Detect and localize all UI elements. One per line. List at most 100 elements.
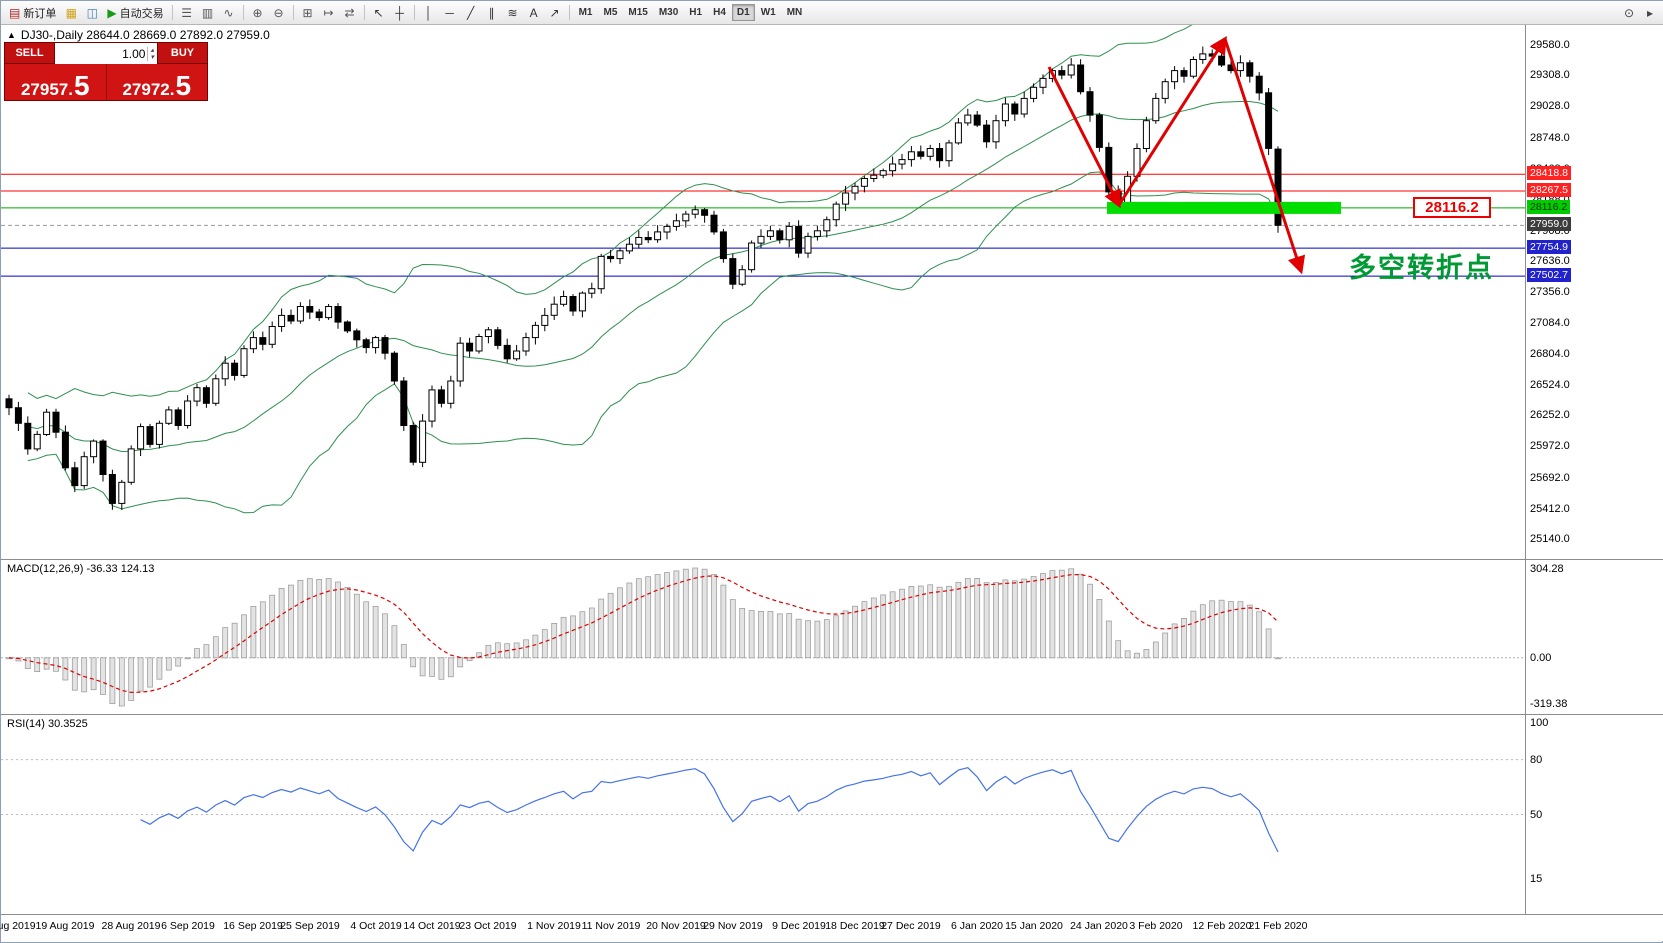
one-click-trading-panel: SELL 1.00 ▴ ▾ BUY 27957. 5 27972. 5 [4, 42, 208, 101]
volume-up-icon[interactable]: ▴ [150, 46, 154, 54]
zoom-out-icon-icon: ⊖ [273, 5, 284, 20]
trend-arrow-segment-2 [1117, 35, 1227, 206]
sell-price[interactable]: 27957. 5 [5, 64, 107, 100]
rsi-panel[interactable] [1, 715, 1663, 914]
horizontal-line-icon-icon: ─ [445, 5, 454, 20]
turning-point-note: 多空转折点 [1349, 253, 1494, 283]
date-label: 24 Jan 2020 [1070, 920, 1128, 932]
horizontal-line-icon-button[interactable]: ─ [440, 3, 460, 23]
arrows-icon-button[interactable]: ↗ [545, 3, 565, 23]
bar-chart-icon-icon: ☰ [181, 5, 192, 20]
macd-axis-label: 304.28 [1530, 563, 1564, 575]
profile-icon-button[interactable]: ◫ [82, 3, 102, 23]
trend-arrow-segment-3 [1223, 38, 1306, 275]
rsi-canvas[interactable] [1, 715, 1663, 914]
date-label: 20 Nov 2019 [646, 920, 706, 932]
toolbar: ▤ 新订单 ▦ ◫ ▶ 自动交易 ☰ ▥ ∿ ⊕ ⊖ ⊞ ↦ ⇄ ↖ ┼ │ ─ ╱ ∥ ≋ A ↗ M1 M5 M15 M30 H1… [1, 1, 1663, 25]
date-label: 19 Aug 2019 [35, 920, 95, 932]
timeframe-button-w1[interactable]: W1 [760, 7, 776, 18]
fibonacci-icon-icon: ≋ [507, 5, 518, 20]
macd-signal-line [8, 573, 1279, 694]
text-icon-button[interactable]: A [524, 3, 544, 23]
line-chart-icon-button[interactable]: ∿ [219, 3, 239, 23]
date-label: 12 Feb 2020 [1192, 920, 1252, 932]
timeframe-button-m1[interactable]: M1 [578, 7, 593, 18]
rsi-axis-label: 100 [1530, 717, 1549, 729]
timeframe-button-m5[interactable]: M5 [603, 7, 618, 18]
auto-trading-button-label: 自动交易 [119, 7, 164, 20]
fibonacci-icon-button[interactable]: ≋ [503, 3, 523, 23]
buy-price[interactable]: 27972. 5 [107, 64, 208, 100]
date-label: 18 Dec 2019 [825, 920, 885, 932]
crosshair-icon-button[interactable]: ┼ [390, 3, 410, 23]
timeframe-button-h1[interactable]: H1 [689, 7, 703, 18]
date-label: 23 Oct 2019 [459, 920, 517, 932]
chart-list-icon-button[interactable]: ▦ [61, 3, 81, 23]
date-label: 6 Sep 2019 [161, 920, 215, 932]
timeframe-button-d1[interactable]: D1 [731, 4, 755, 21]
cursor-icon-button[interactable]: ↖ [369, 3, 389, 23]
tile-windows-icon-icon: ⊞ [302, 5, 313, 20]
toolbar-items: ▤ 新订单 ▦ ◫ ▶ 自动交易 ☰ ▥ ∿ ⊕ ⊖ ⊞ ↦ ⇄ ↖ ┼ │ ─ ╱ ∥ ≋ A ↗ M1 M5 M15 M30 H1… [5, 3, 807, 23]
scroll-to-end-icon-button[interactable]: ▸ [1640, 3, 1660, 23]
panel-separator-2[interactable] [1, 714, 1663, 715]
date-label: 29 Nov 2019 [703, 920, 763, 932]
price-axis-label: 26252.0 [1530, 409, 1570, 421]
support-zone-highlight[interactable] [1107, 201, 1341, 214]
toolbar-separator [413, 5, 415, 20]
macd-histogram [6, 567, 1281, 707]
timeframe-button-mn[interactable]: MN [786, 7, 803, 18]
macd-canvas[interactable] [1, 560, 1663, 714]
timeframe-button-m15[interactable]: M15 [628, 7, 648, 18]
panel-separator-3 [1, 914, 1663, 915]
auto-trading-button[interactable]: ▶ 自动交易 [103, 3, 167, 23]
volume-value: 1.00 [122, 46, 146, 61]
date-label: 4 Oct 2019 [350, 920, 402, 932]
price-axis-label: 27636.0 [1530, 255, 1570, 267]
new-order-button[interactable]: ▤ 新订单 [5, 3, 60, 23]
trend-arrow[interactable] [1047, 35, 1306, 275]
new-order-button-label: 新订单 [23, 7, 57, 20]
channel-icon-icon: ∥ [488, 5, 495, 20]
bar-chart-icon-button[interactable]: ☰ [177, 3, 197, 23]
symbol-ohlc-text: DJ30-,Daily 28644.0 28669.0 27892.0 2795… [20, 28, 270, 42]
rsi-axis-label: 50 [1530, 809, 1543, 821]
price-chart-canvas[interactable] [1, 25, 1663, 559]
volume-input[interactable]: 1.00 ▴ ▾ [55, 43, 157, 64]
zoom-in-icon-button[interactable]: ⊕ [248, 3, 268, 23]
text-icon-icon: A [529, 5, 538, 20]
channel-icon-button[interactable]: ∥ [482, 3, 502, 23]
volume-down-icon[interactable]: ▾ [150, 53, 154, 61]
new-order-icon: ▤ [9, 5, 21, 20]
main-chart-panel[interactable] [1, 25, 1663, 559]
date-label: 9 Aug 2019 [0, 920, 36, 932]
timeframe-button-h4[interactable]: H4 [713, 7, 726, 18]
toolbar-separator [363, 5, 365, 20]
buy-button[interactable]: BUY [157, 43, 207, 64]
toolbar-separator [242, 5, 244, 20]
trend-arrow-segment-1 [1047, 66, 1121, 209]
chart-shift-icon-button[interactable]: ⇄ [340, 3, 360, 23]
bollinger-middle-line [27, 101, 1279, 453]
candlestick-icon-button[interactable]: ▥ [198, 3, 218, 23]
line-chart-icon-icon: ∿ [223, 5, 234, 20]
price-axis-label: 25140.0 [1530, 533, 1570, 545]
trendline-icon-button[interactable]: ╱ [461, 3, 481, 23]
macd-axis-label: -319.38 [1530, 698, 1568, 710]
macd-panel[interactable] [1, 560, 1663, 714]
search-icon-button[interactable]: ⊙ [1619, 3, 1639, 23]
price-axis-label: 29580.0 [1530, 39, 1570, 51]
date-label: 25 Sep 2019 [280, 920, 340, 932]
sell-button[interactable]: SELL [5, 43, 55, 64]
date-label: 28 Aug 2019 [101, 920, 161, 932]
vertical-line-icon-button[interactable]: │ [419, 3, 439, 23]
search-icon-icon: ⊙ [1623, 5, 1635, 20]
symbol-marker-icon: ▲ [7, 30, 16, 40]
tile-windows-icon-button[interactable]: ⊞ [298, 3, 318, 23]
price-axis-label: 29308.0 [1530, 69, 1570, 81]
auto-scroll-icon-button[interactable]: ↦ [319, 3, 339, 23]
rsi-axis-label: 80 [1530, 754, 1543, 766]
panel-separator-1[interactable] [1, 559, 1663, 560]
zoom-out-icon-button[interactable]: ⊖ [269, 3, 289, 23]
timeframe-button-m30[interactable]: M30 [658, 7, 679, 18]
